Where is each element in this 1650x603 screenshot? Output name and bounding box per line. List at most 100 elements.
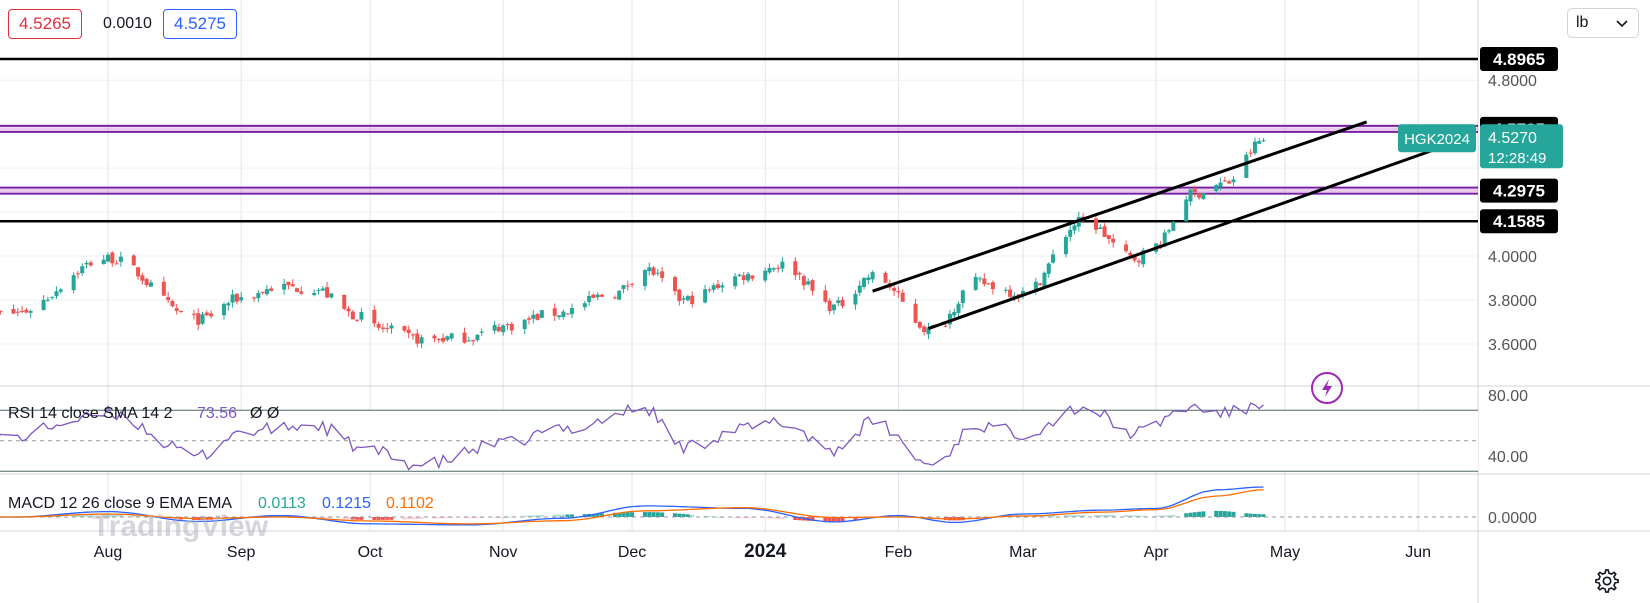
- macd-histogram-bar: [1081, 515, 1086, 517]
- candle-body: [505, 324, 510, 326]
- bid-price[interactable]: 4.5265: [8, 9, 82, 39]
- candle-body: [1102, 226, 1107, 237]
- candle-body: [269, 288, 274, 292]
- candle: [539, 309, 544, 319]
- candle: [806, 278, 811, 286]
- candle: [526, 315, 531, 325]
- candle: [1106, 235, 1111, 245]
- candle: [15, 307, 20, 317]
- candle-body: [565, 313, 570, 315]
- candle-body: [741, 275, 746, 281]
- candle-body: [295, 288, 300, 292]
- candle: [346, 305, 351, 317]
- macd-histogram-bar: [432, 517, 437, 519]
- gear-icon[interactable]: [1593, 567, 1621, 595]
- candle: [71, 272, 76, 294]
- y-tick-label: 4.8000: [1488, 73, 1537, 90]
- candle: [1231, 175, 1236, 186]
- macd-histogram-bar: [402, 517, 407, 520]
- candle-body: [917, 322, 922, 328]
- candle-body: [260, 291, 265, 293]
- rsi-legend-name: RSI 14 close SMA 14 2: [8, 405, 173, 422]
- candle: [561, 309, 566, 320]
- candle-body: [599, 294, 604, 297]
- macd-histogram-bar: [118, 514, 123, 517]
- candle-body: [256, 293, 261, 299]
- macd-histogram-bar: [1252, 513, 1257, 517]
- level-price-label[interactable]: 4.8965: [1480, 47, 1558, 71]
- candle-body: [810, 280, 815, 291]
- candle: [230, 289, 235, 308]
- candle: [355, 319, 360, 323]
- candle-body: [836, 300, 841, 303]
- level-price-label-bg: [1480, 178, 1558, 203]
- candle: [952, 308, 957, 320]
- macd-histogram-bar: [1162, 515, 1167, 517]
- candle: [106, 252, 110, 263]
- macd-histogram-bar: [741, 517, 746, 518]
- candle-body: [402, 326, 407, 331]
- candle: [866, 274, 871, 285]
- macd-histogram-bar: [565, 514, 570, 517]
- macd-histogram-bar: [526, 515, 531, 517]
- macd-histogram-bar: [690, 514, 695, 517]
- candle-body: [595, 294, 600, 298]
- macd-histogram-bar: [1111, 515, 1116, 517]
- candle-body: [797, 273, 802, 275]
- candle: [1197, 192, 1202, 200]
- candle-body: [432, 335, 437, 339]
- candle: [20, 305, 25, 314]
- candle: [655, 269, 660, 276]
- symbol-price-label[interactable]: HGK2024 4.5270 12:28:49: [1398, 124, 1563, 169]
- candle: [767, 263, 772, 275]
- axes: Aug Sep Oct Nov Dec 2024 Feb Mar Apr May Jun 3.6000…: [8, 73, 1537, 562]
- candle-body: [445, 336, 450, 340]
- candle: [492, 320, 497, 335]
- candle-body: [221, 304, 226, 316]
- candle-body: [441, 337, 446, 342]
- trend-channel-upper-line[interactable]: [872, 120, 1368, 293]
- macd-histogram-bar: [531, 515, 536, 517]
- candle: [1003, 287, 1008, 294]
- level-price-label-bg: [1480, 47, 1558, 71]
- candle: [896, 286, 901, 298]
- ask-price[interactable]: 4.5275: [163, 9, 237, 39]
- candle-body: [539, 310, 544, 318]
- candle: [389, 322, 394, 334]
- candle-body: [681, 298, 686, 300]
- candle-body: [492, 324, 497, 331]
- candle: [316, 287, 321, 295]
- level-price-label[interactable]: 4.2975: [1480, 178, 1558, 203]
- candle-body: [329, 293, 334, 298]
- lightning-icon[interactable]: [1311, 372, 1343, 404]
- level-price-label[interactable]: 4.1585: [1480, 209, 1558, 234]
- candle-body: [1068, 229, 1073, 237]
- symbol-label-text: HGK2024: [1404, 131, 1470, 148]
- candle: [118, 251, 123, 267]
- candle: [75, 270, 80, 279]
- candle-body: [226, 303, 231, 306]
- candle: [1171, 220, 1176, 231]
- trend-channel[interactable]: [872, 120, 1458, 330]
- macd-histogram-bar: [84, 514, 89, 517]
- candle: [870, 270, 875, 283]
- candle: [445, 335, 450, 342]
- candle-body: [1072, 225, 1077, 231]
- candle-body: [410, 334, 415, 336]
- candle-body: [1218, 182, 1223, 187]
- y-tick-label: 4.0000: [1488, 249, 1537, 266]
- trend-channel-lower-line[interactable]: [927, 140, 1458, 330]
- candle-body: [922, 326, 927, 332]
- candle: [380, 323, 385, 333]
- macd-histogram-bar: [406, 517, 411, 520]
- candle: [471, 339, 476, 346]
- macd-histogram-bar: [436, 517, 441, 519]
- candle: [776, 264, 781, 273]
- x-tick-label: May: [1270, 544, 1300, 561]
- macd-histogram-bar: [1218, 510, 1223, 517]
- price-unit-select[interactable]: lb: [1567, 8, 1639, 38]
- candle: [960, 289, 965, 309]
- candle-body: [174, 308, 179, 311]
- candle-body: [80, 266, 85, 274]
